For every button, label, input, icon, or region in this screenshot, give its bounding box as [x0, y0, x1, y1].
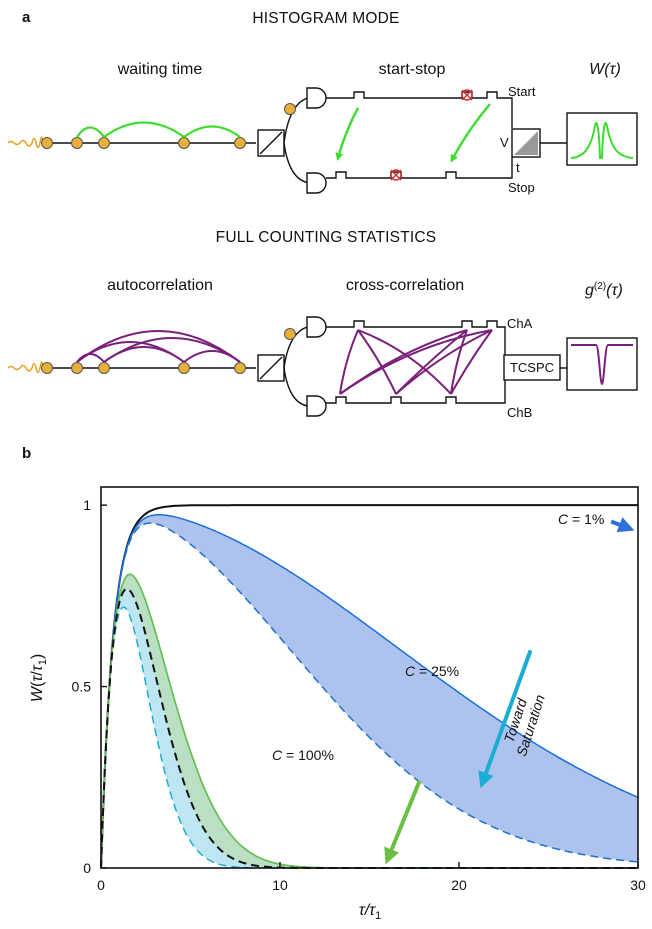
y-tick-label: 1	[83, 497, 91, 513]
g2-plot-box	[566, 337, 638, 391]
photon-dots-bottom	[41, 362, 246, 374]
chart-ticks: 0 10 20 30 0 0.5 1	[72, 497, 646, 893]
detector-start	[306, 87, 327, 109]
waiting-time-label: waiting time	[117, 61, 203, 78]
detector-stop	[306, 172, 327, 194]
cross-correlation-label: cross-correlation	[346, 277, 464, 294]
detector-cha	[306, 316, 327, 338]
x-axis-label: τ/τ1	[359, 902, 382, 922]
stop-label: Stop	[508, 180, 535, 195]
chart-bands	[101, 514, 638, 868]
x-tick-label: 20	[451, 877, 467, 893]
chb-label: ChB	[507, 405, 532, 420]
detector-chb	[306, 395, 327, 417]
autocorrelation-arcs	[76, 330, 241, 363]
arrow-shaft-0	[610, 519, 621, 527]
annotation-c100: C = 100%	[272, 747, 334, 763]
start-pulse-train	[326, 91, 513, 128]
waiting-time-arcs	[76, 121, 241, 138]
curve-blue-dashed	[100, 522, 639, 869]
cha-pulse-train	[326, 320, 506, 355]
tcspc-label: TCSPC	[510, 360, 554, 375]
w-tau-label: W(τ)	[589, 61, 621, 78]
annotation-c1: C = 1%	[558, 511, 604, 527]
tac-v-label: V	[500, 135, 509, 150]
discarded-event-icons	[390, 89, 473, 181]
curve-black-solid	[100, 504, 638, 869]
full-counting-title: FULL COUNTING STATISTICS	[216, 229, 437, 246]
autocorrelation-label: autocorrelation	[107, 277, 213, 294]
photon-dots-top	[41, 137, 246, 149]
wave-packet-icon	[7, 136, 44, 149]
arrow-head-0	[616, 517, 635, 533]
wave-packet-icon-2	[7, 361, 44, 374]
arrow-head-1	[478, 770, 494, 789]
green-arrow-1	[335, 107, 360, 161]
x-tick-label: 10	[272, 877, 288, 893]
y-axis-label: W(τ/τ1)	[29, 654, 49, 702]
w-tau-curve	[570, 121, 634, 159]
chart-arrows	[384, 517, 635, 865]
curve-blue-solid	[100, 514, 639, 869]
panel-a: a HISTOGRAM MODE waiting time start-stop…	[7, 9, 638, 420]
start-stop-label: start-stop	[379, 61, 446, 78]
photon-dot-detector	[284, 103, 296, 115]
tac-t-label: t	[516, 160, 520, 175]
panel-b-label: b	[22, 445, 31, 462]
green-arrow-2	[450, 103, 491, 163]
cross-correlation-arcs	[339, 329, 493, 395]
chb-pulse-train	[326, 380, 506, 404]
y-tick-label: 0	[83, 860, 91, 876]
arrow-shaft-1	[484, 649, 533, 774]
x-tick-label: 0	[97, 877, 105, 893]
histogram-mode-title: HISTOGRAM MODE	[252, 10, 399, 27]
start-label: Start	[508, 84, 536, 99]
y-tick-label: 0.5	[72, 679, 92, 695]
band-blue-solid	[101, 514, 638, 868]
g2-curve	[571, 344, 633, 386]
tcspc-box	[503, 354, 561, 381]
stop-pulse-train	[326, 157, 513, 179]
plot-frame	[100, 486, 639, 869]
annotation-c25: C = 25%	[405, 663, 459, 679]
panel-a-label: a	[22, 9, 31, 26]
x-tick-label: 30	[630, 877, 646, 893]
tac-ramp-icon	[514, 131, 538, 155]
arrow-shaft-2	[389, 780, 422, 851]
arrow-head-2	[384, 846, 400, 865]
g2-tau-label: g(2)(τ)	[585, 281, 623, 299]
cha-label: ChA	[507, 316, 533, 331]
